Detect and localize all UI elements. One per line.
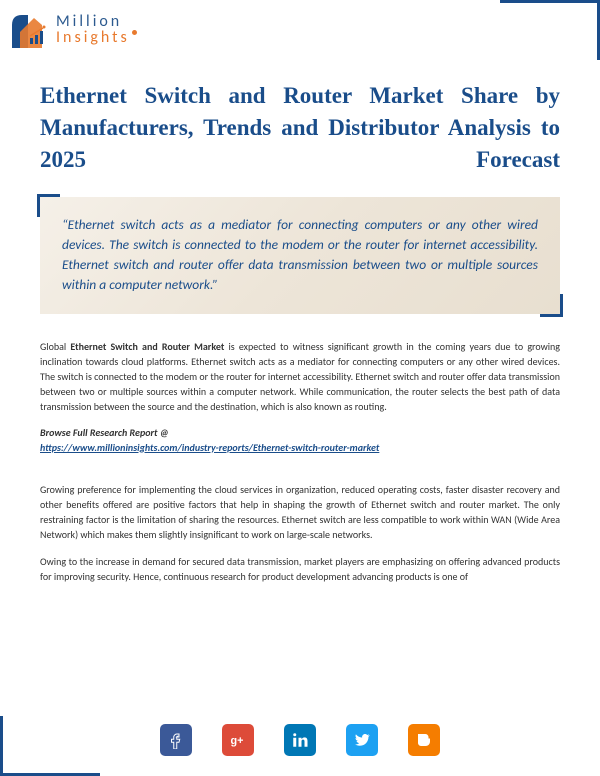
body-paragraph-3: Owing to the increase in demand for secu… [40, 554, 560, 584]
logo-word-bottom: Insights [56, 30, 137, 46]
p1-prefix: Global [40, 340, 70, 353]
p1-bold: Ethernet Switch and Router Market [70, 340, 224, 353]
quote-text: “Ethernet switch acts as a mediator for … [62, 215, 538, 296]
social-bar: g+ [0, 724, 600, 756]
logo-mark-icon [10, 10, 50, 50]
svg-text:g+: g+ [231, 735, 244, 747]
logo-text: Million Insights [56, 14, 137, 46]
brand-logo: Million Insights [10, 10, 137, 50]
content-area: Ethernet Switch and Router Market Share … [0, 0, 600, 584]
body-paragraph-1: Global Ethernet Switch and Router Market… [40, 339, 560, 414]
blogger-icon[interactable] [408, 724, 440, 756]
body-paragraph-2: Growing preference for implementing the … [40, 482, 560, 542]
corner-border-top-right [500, 0, 600, 60]
report-url-link[interactable]: https://www.millioninsights.com/industry… [40, 441, 560, 454]
quote-callout: “Ethernet switch acts as a mediator for … [40, 197, 560, 314]
google-plus-icon[interactable]: g+ [222, 724, 254, 756]
twitter-icon[interactable] [346, 724, 378, 756]
page-title: Ethernet Switch and Router Market Share … [40, 80, 560, 177]
linkedin-icon[interactable] [284, 724, 316, 756]
browse-label: Browse Full Research Report @ [40, 426, 560, 439]
facebook-icon[interactable] [160, 724, 192, 756]
document-page: Million Insights Ethernet Switch and Rou… [0, 0, 600, 776]
